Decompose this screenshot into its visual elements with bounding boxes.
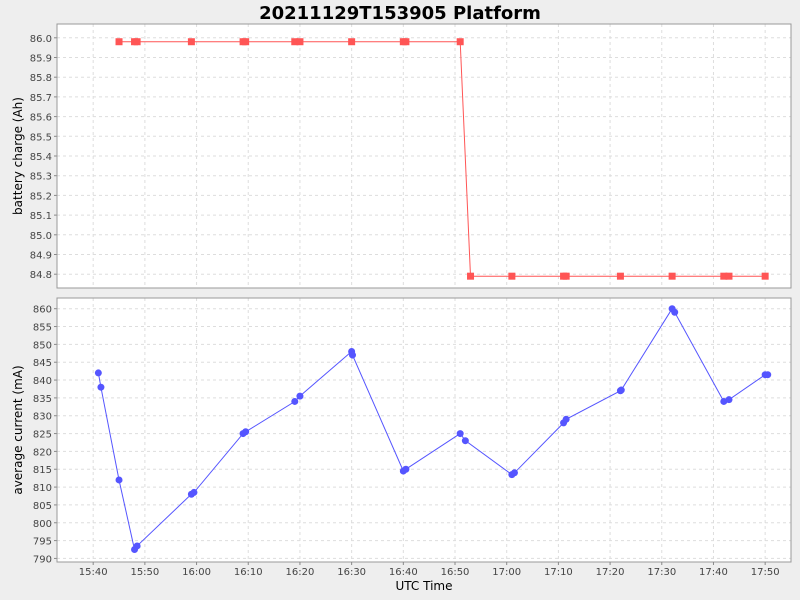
data-point [348,351,356,359]
y-tick-label: 860 [33,305,52,316]
plot-background [57,298,791,562]
y-tick-label: 84.8 [30,270,52,281]
data-point [616,272,624,280]
x-tick-label: 17:10 [544,567,573,578]
y-tick-label: 815 [33,465,52,476]
x-tick-label: 17:40 [699,567,728,578]
y-tick-label: 85.2 [30,191,52,202]
data-point [402,465,410,473]
x-tick-label: 15:50 [130,567,159,578]
x-tick-label: 16:30 [337,567,366,578]
data-point [761,272,769,280]
y-tick-label: 820 [33,447,52,458]
data-point [115,476,123,484]
y-tick-label: 840 [33,376,52,387]
data-point [617,386,625,394]
data-point [461,437,469,445]
x-tick-label: 17:50 [751,567,780,578]
data-point [456,430,464,438]
y-tick-label: 790 [33,554,52,565]
data-point [456,38,464,46]
y-tick-label: 85.6 [30,113,52,124]
y-tick-label: 85.4 [30,152,52,163]
plot-frame [56,23,792,289]
x-tick-label: 17:20 [596,567,625,578]
x-tick-label: 17:30 [647,567,676,578]
data-point [115,38,123,46]
y-axis-label: average current (mA) [11,365,25,494]
y-tick-label: 830 [33,412,52,423]
data-point [725,272,733,280]
y-tick-label: 86.0 [30,34,52,45]
y-tick-label: 825 [33,430,52,441]
y-tick-label: 85.7 [30,93,52,104]
y-tick-label: 800 [33,519,52,530]
data-point [510,469,518,477]
y-axis-label: battery charge (Ah) [11,97,25,215]
y-tick-label: 85.3 [30,172,52,183]
x-tick-label: 17:00 [492,567,521,578]
data-point [291,397,299,405]
y-tick-label: 85.1 [30,211,52,222]
data-point [562,415,570,423]
data-point [764,371,772,379]
data-point [133,542,141,550]
data-point [187,38,195,46]
data-point [94,369,102,377]
data-point [671,308,679,316]
data-point [296,392,304,400]
subplot-2: 790 795 800 805 810 815 820 825 830 835 840 845 850 8… [11,297,792,565]
y-tick-label: 805 [33,501,52,512]
data-point [562,272,570,280]
x-axis-label: UTC Time [396,579,453,593]
x-tick-label: 16:00 [182,567,211,578]
y-tick-label: 85.8 [30,73,52,84]
data-point [133,38,141,46]
subplot-1: 84.8 84.9 85.0 85.1 85.2 85.3 85.4 85.5 85.6 85.7… [11,23,792,289]
y-tick-label: 855 [33,323,52,334]
data-point [97,383,105,391]
data-point [668,272,676,280]
y-tick-label: 835 [33,394,52,405]
x-tick-label: 15:40 [79,567,108,578]
y-tick-label: 850 [33,340,52,351]
y-tick-label: 84.9 [30,251,52,262]
data-point [348,38,356,46]
plot-frame [56,297,792,563]
y-tick-label: 85.5 [30,132,52,143]
data-point [508,272,516,280]
chart-title: 20211129T153905 Platform [259,3,541,24]
x-tick-label: 16:40 [389,567,418,578]
data-point [291,38,299,46]
y-tick-label: 85.9 [30,53,52,64]
data-point [402,38,410,46]
data-point [725,396,733,404]
data-point [190,488,198,496]
y-tick-label: 795 [33,537,52,548]
data-point [296,38,304,46]
y-tick-label: 810 [33,483,52,494]
x-tick-label: 16:20 [286,567,315,578]
y-tick-label: 85.0 [30,231,52,242]
data-point [242,38,250,46]
x-tick-label: 16:50 [441,567,470,578]
y-tick-label: 845 [33,358,52,369]
data-point [467,272,475,280]
data-point [720,272,728,280]
data-point [242,428,250,436]
x-tick-label: 16:10 [234,567,263,578]
